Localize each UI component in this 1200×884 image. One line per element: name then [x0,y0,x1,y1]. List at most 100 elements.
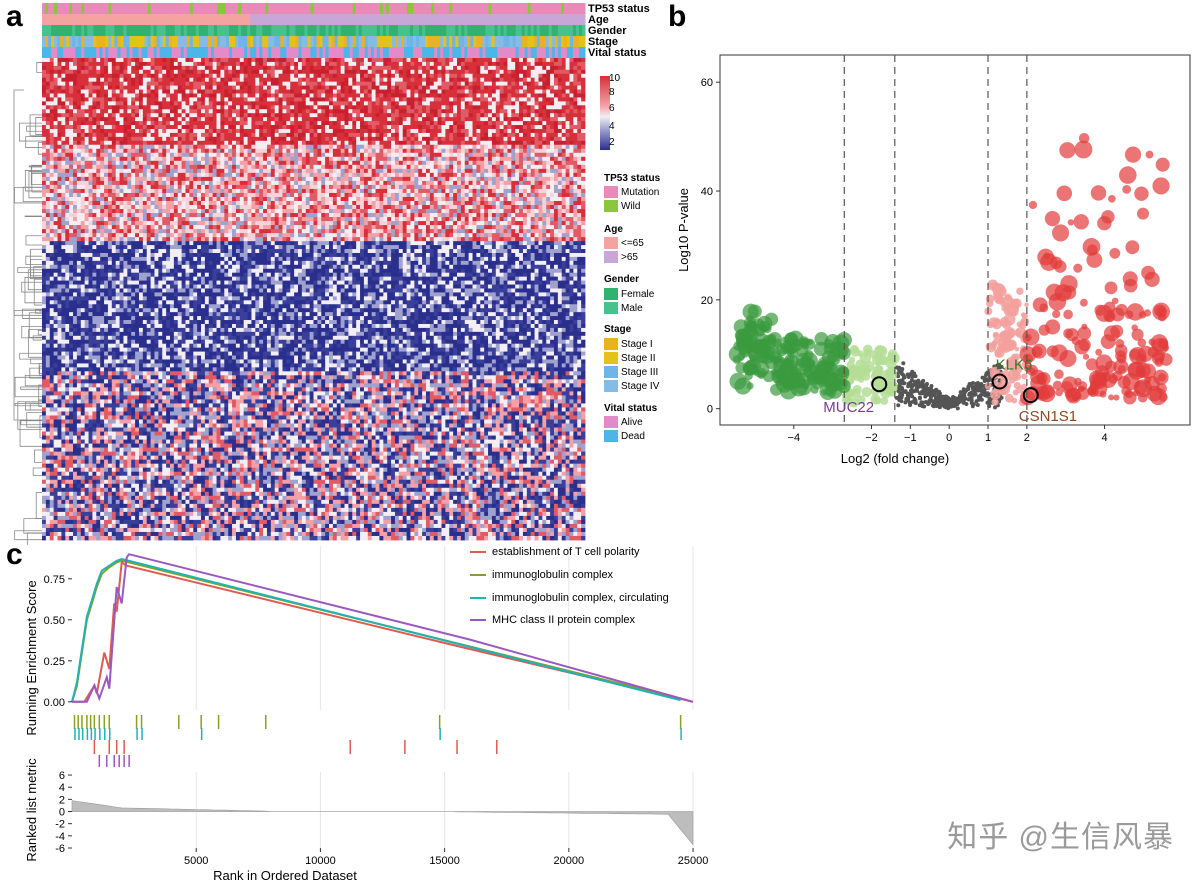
annotation-cell [244,47,248,58]
heatmap-cell [313,69,318,75]
heatmap-cell [301,117,307,122]
heatmap-cell [460,140,466,146]
heatmap-cell [232,109,237,114]
heatmap-cell [247,140,252,146]
heatmap-cell [197,97,202,102]
heatmap-cell [464,109,470,114]
heatmap-cell [522,168,528,174]
heatmap-cell [270,93,276,98]
heatmap-cell [127,136,132,142]
heatmap-cell [173,128,179,134]
heatmap-cell [363,65,369,71]
heatmap-cell [507,136,512,142]
heatmap-cell [321,117,326,122]
heatmap-cell [84,81,89,87]
heatmap-cell [228,89,233,94]
annotation-cell [102,47,106,58]
heatmap-cell [135,89,140,94]
heatmap-cell [92,125,97,130]
annotation-cell [404,47,408,58]
annotation-cell [325,14,330,25]
heatmap-cell [402,132,407,138]
heatmap-cell [569,152,574,158]
heatmap-cell [224,85,229,90]
heatmap-cell [329,152,334,158]
heatmap-cell [80,58,86,63]
annotation-cell [530,25,535,36]
heatmap-cell [371,164,376,170]
heatmap-cell [398,81,404,87]
heatmap-cell [111,136,117,142]
heatmap-cell [73,168,78,174]
heatmap-cell [88,113,93,118]
annotation-cell [102,14,106,25]
heatmap-cell [476,61,481,67]
heatmap-cell [336,121,342,126]
heatmap-cell [274,152,279,158]
annotation-cell [446,25,450,36]
heatmap-cell [204,101,210,106]
heatmap-cell [177,160,183,166]
heatmap-cell [224,61,229,67]
heatmap-cell [107,109,113,114]
heatmap-cell [115,89,120,94]
heatmap-cell [491,125,497,130]
heatmap-cell [53,61,58,67]
heatmap-cell [569,128,574,134]
annotation-cell [183,25,188,36]
annotation-cell [277,3,281,14]
heatmap-cell [294,85,299,90]
heatmap-cell [76,164,82,170]
annotation-cell [60,14,64,25]
heatmap-cell [224,109,229,114]
heatmap-cell [142,156,148,162]
heatmap-cell [204,93,210,98]
heatmap-cell [460,148,466,154]
annotation-cell [235,14,239,25]
heatmap-cell [538,97,543,102]
heatmap-cell [92,172,97,178]
annotation-cell [48,3,52,14]
heatmap-cell [491,148,497,154]
heatmap-cell [546,69,551,75]
annotation-cell [473,3,477,14]
heatmap-cell [49,73,55,79]
heatmap-cell [92,140,97,146]
annotation-cell [440,25,444,36]
heatmap-cell [53,69,58,75]
heatmap-cell [189,160,194,166]
heatmap-cell [193,113,198,118]
heatmap-cell [193,109,198,114]
heatmap-cell [301,128,307,134]
annotation-cell [391,14,396,25]
heatmap-cell [193,77,198,83]
heatmap-cell [76,160,82,166]
heatmap-cell [301,109,307,114]
heatmap-cell [464,136,470,142]
heatmap-cell [297,77,303,83]
heatmap-cell [519,73,524,79]
heatmap-cell [526,168,532,174]
heatmap-cell [418,136,423,142]
heatmap-cell [538,77,543,83]
annotation-cell [322,47,327,58]
heatmap-cell [228,140,233,146]
heatmap-cell [162,128,167,134]
heatmap-cell [301,61,307,67]
heatmap-cell [519,152,524,158]
heatmap-cell [305,109,311,114]
heatmap-cell [305,61,311,67]
heatmap-cell [158,168,163,174]
heatmap-cell [433,136,439,142]
heatmap-cell [154,89,159,94]
heatmap-cell [325,89,330,94]
heatmap-cell [259,156,264,162]
annotation-cell [422,47,426,58]
heatmap-cell [546,164,551,170]
heatmap-cell [491,140,497,146]
heatmap-cell [88,65,93,71]
heatmap-cell [480,152,485,158]
annotation-cell [343,14,348,25]
heatmap-cell [65,140,70,146]
heatmap-cell [166,65,171,71]
